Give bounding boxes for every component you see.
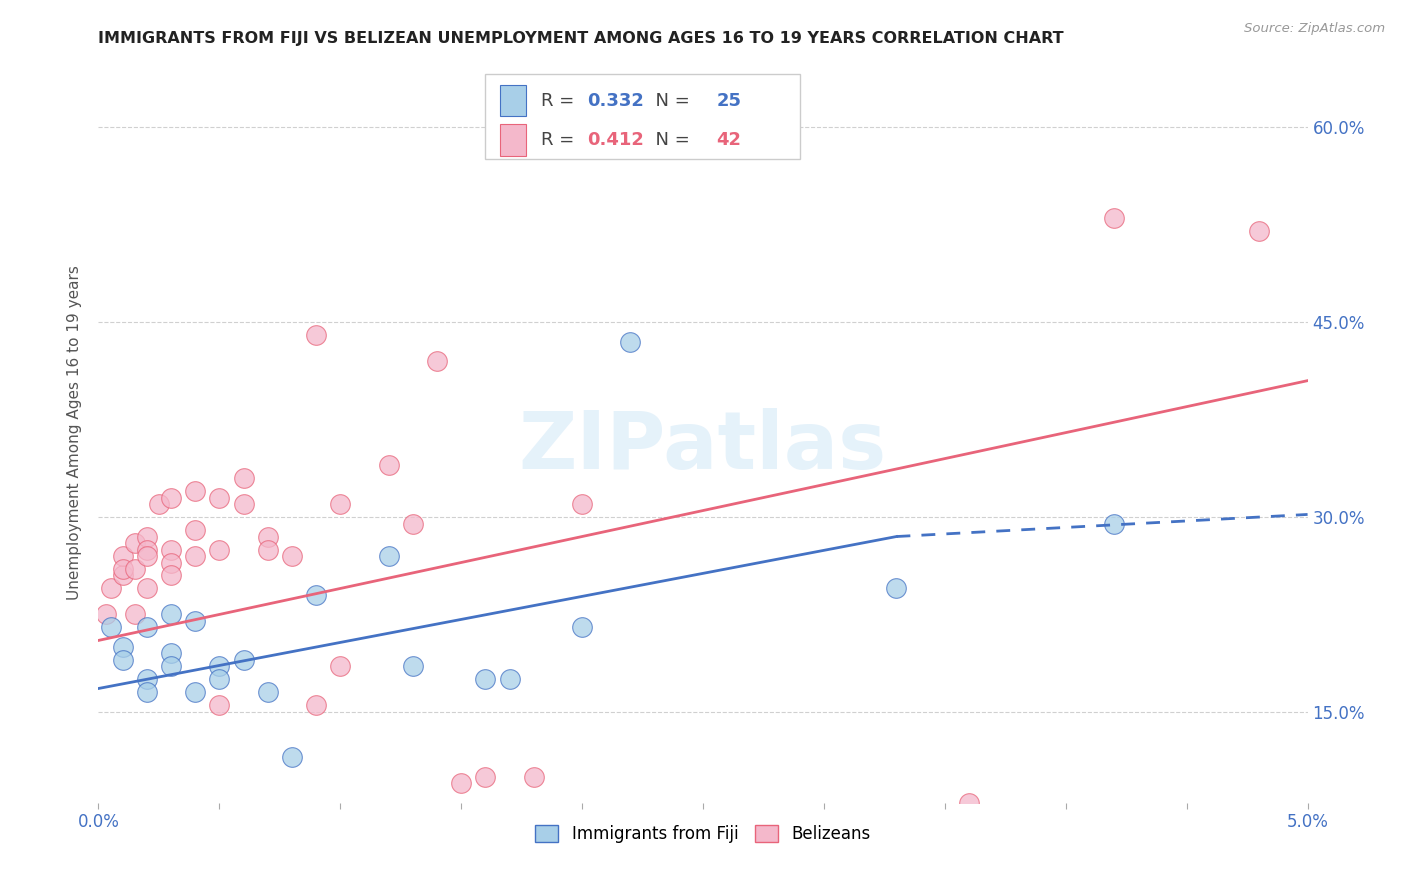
Point	[957, 796, 980, 810]
Point	[329, 497, 352, 511]
Point	[208, 673, 231, 687]
Point	[305, 588, 328, 602]
Point	[135, 685, 157, 699]
Point	[160, 556, 183, 570]
Point	[1102, 516, 1125, 531]
Point	[232, 653, 254, 667]
Point	[329, 659, 352, 673]
Point	[1249, 224, 1271, 238]
Point	[208, 491, 231, 505]
Point	[148, 497, 170, 511]
Point	[94, 607, 117, 622]
Point	[571, 620, 593, 634]
Point	[184, 614, 207, 628]
FancyBboxPatch shape	[485, 73, 800, 159]
Point	[135, 620, 157, 634]
Bar	[501, 124, 526, 155]
Text: ZIPatlas: ZIPatlas	[519, 409, 887, 486]
Point	[111, 640, 134, 654]
Point	[232, 471, 254, 485]
Text: N =: N =	[644, 131, 695, 149]
Point	[100, 620, 122, 634]
Text: Source: ZipAtlas.com: Source: ZipAtlas.com	[1244, 22, 1385, 36]
Point	[184, 484, 207, 499]
Legend: Immigrants from Fiji, Belizeans: Immigrants from Fiji, Belizeans	[529, 819, 877, 850]
Point	[124, 607, 146, 622]
Text: 0.332: 0.332	[586, 92, 644, 110]
Point	[402, 516, 425, 531]
Point	[523, 770, 546, 784]
Point	[281, 750, 304, 764]
Point	[184, 523, 207, 537]
Point	[111, 562, 134, 576]
Point	[135, 582, 157, 596]
Text: IMMIGRANTS FROM FIJI VS BELIZEAN UNEMPLOYMENT AMONG AGES 16 TO 19 YEARS CORRELAT: IMMIGRANTS FROM FIJI VS BELIZEAN UNEMPLO…	[98, 31, 1064, 46]
Point	[135, 673, 157, 687]
Point	[426, 354, 449, 368]
Point	[305, 698, 328, 713]
Point	[111, 653, 134, 667]
Point	[305, 328, 328, 343]
Bar	[501, 86, 526, 116]
Point	[160, 491, 183, 505]
Text: N =: N =	[644, 92, 695, 110]
Point	[281, 549, 304, 563]
Point	[160, 568, 183, 582]
Text: R =: R =	[541, 92, 579, 110]
Point	[377, 458, 399, 472]
Point	[377, 549, 399, 563]
Point	[208, 698, 231, 713]
Point	[135, 549, 157, 563]
Point	[208, 542, 231, 557]
Point	[160, 607, 183, 622]
Point	[450, 776, 472, 790]
Text: 25: 25	[716, 92, 741, 110]
Point	[498, 673, 520, 687]
Point	[100, 582, 122, 596]
Point	[402, 659, 425, 673]
Point	[184, 549, 207, 563]
Point	[124, 562, 146, 576]
Point	[160, 659, 183, 673]
Point	[135, 529, 157, 543]
Point	[886, 582, 908, 596]
Point	[474, 673, 496, 687]
Text: 0.412: 0.412	[586, 131, 644, 149]
Text: R =: R =	[541, 131, 579, 149]
Point	[619, 334, 641, 349]
Point	[111, 549, 134, 563]
Point	[124, 536, 146, 550]
Point	[474, 770, 496, 784]
Point	[256, 685, 278, 699]
Point	[1102, 211, 1125, 226]
Point	[160, 647, 183, 661]
Y-axis label: Unemployment Among Ages 16 to 19 years: Unemployment Among Ages 16 to 19 years	[67, 265, 83, 600]
Point	[256, 542, 278, 557]
Point	[184, 685, 207, 699]
Point	[571, 497, 593, 511]
Point	[160, 542, 183, 557]
Point	[232, 497, 254, 511]
Point	[135, 542, 157, 557]
Point	[256, 529, 278, 543]
Text: 42: 42	[716, 131, 741, 149]
Point	[208, 659, 231, 673]
Point	[111, 568, 134, 582]
